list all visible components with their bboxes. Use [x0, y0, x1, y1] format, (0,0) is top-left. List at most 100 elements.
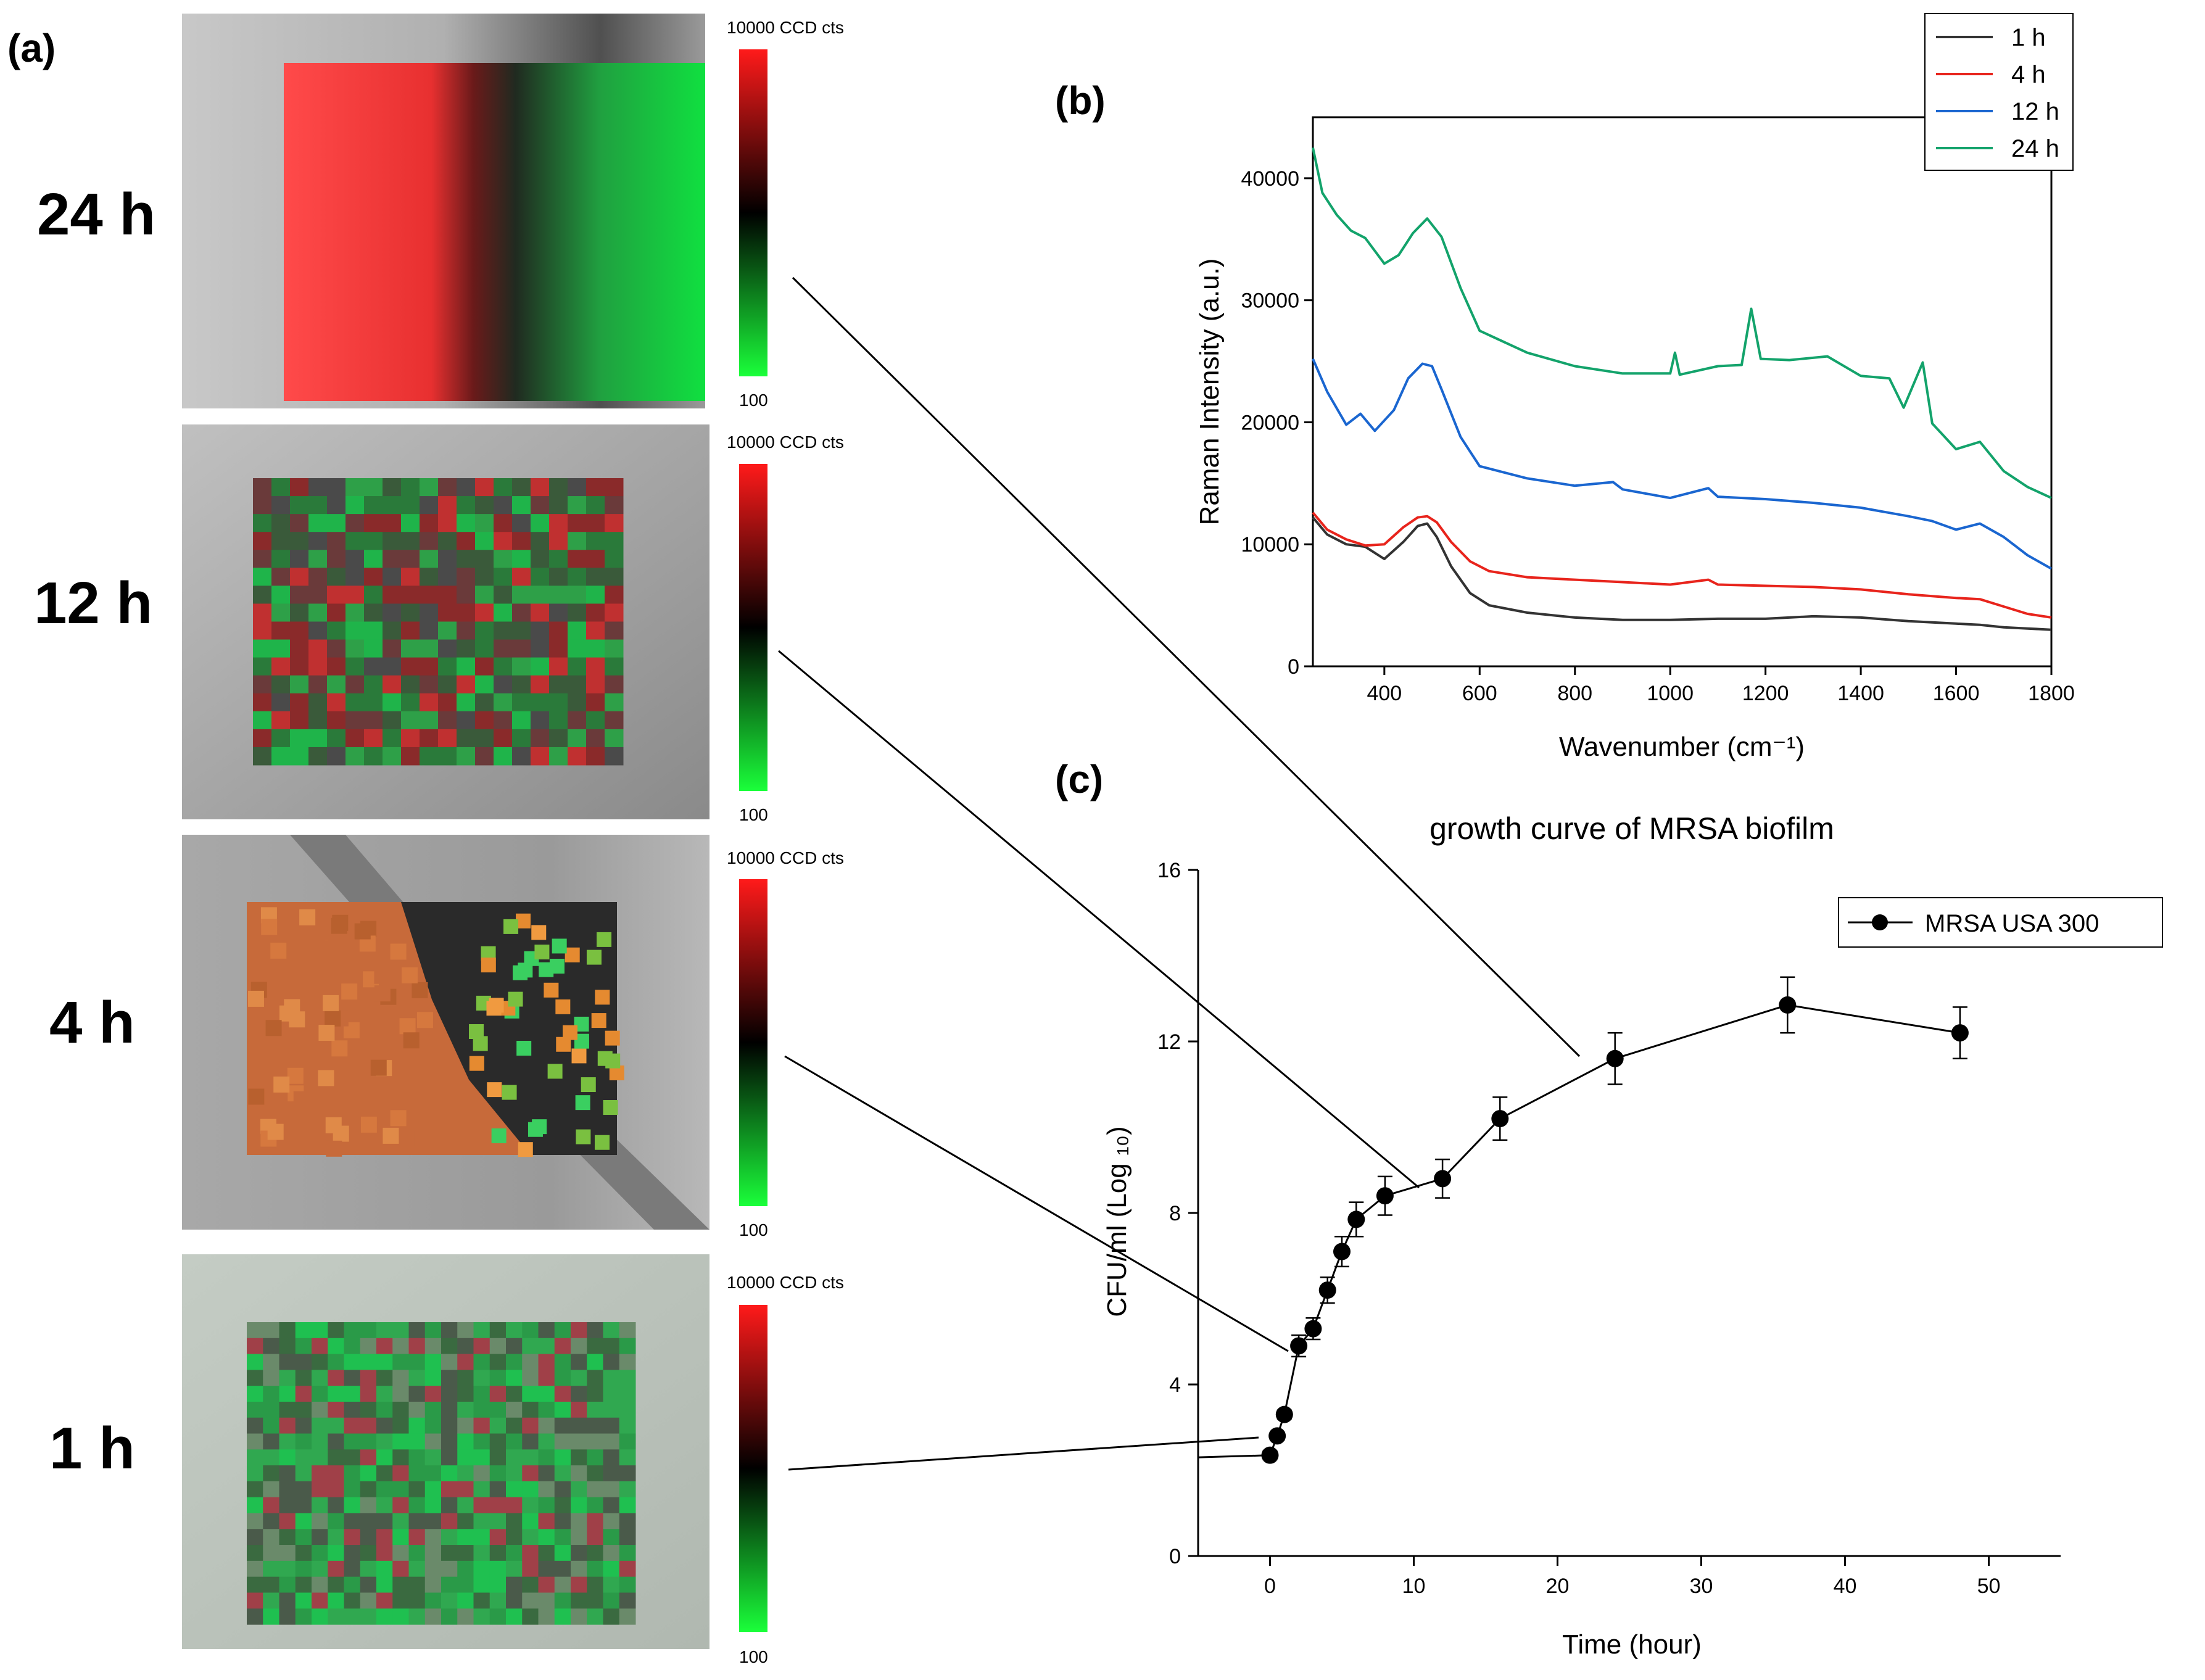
raman-map-1h-tile [587, 1354, 603, 1370]
raman-map-12h-tile [290, 568, 309, 586]
raman-map-1h-tile [312, 1608, 328, 1625]
raman-legend-label: 4 h [2011, 61, 2046, 88]
raman-map-4h-tile [502, 1085, 517, 1100]
raman-map-1h-tile [571, 1417, 587, 1434]
raman-map-12h-tile [531, 603, 550, 622]
raman-map-1h-tile [408, 1322, 426, 1339]
raman-map-12h-tile [568, 532, 587, 550]
raman-x-tick-label: 1600 [1933, 682, 1980, 705]
raman-map-1h-tile [408, 1433, 426, 1450]
raman-map-1h-tile [441, 1529, 458, 1546]
raman-map-1h-tile [344, 1608, 361, 1625]
growth-legend: MRSA USA 300 [1838, 897, 2163, 948]
raman-map-1h-tile [344, 1433, 361, 1450]
raman-spectra-chart: 400 600 800 1000 1200 1400 1600 1800 0 10000 20000… [1194, 13, 2075, 762]
raman-map-1h-tile [506, 1354, 523, 1370]
raman-map-1h-tile [538, 1576, 555, 1593]
growth-legend-label: MRSA USA 300 [1925, 910, 2099, 937]
raman-map-12h-tile [271, 639, 291, 658]
raman-map-1h-tile [571, 1322, 587, 1339]
raman-map-1h-tile [279, 1417, 296, 1434]
raman-map-12h-tile [420, 747, 439, 766]
raman-map-1h-tile [603, 1560, 620, 1578]
raman-map-1h-tile [554, 1386, 571, 1402]
raman-axis-ticks: 400 600 800 1000 1200 1400 1600 1800 0 10000 20000… [1241, 167, 2074, 705]
raman-map-12h-tile [586, 711, 605, 730]
raman-map-12h-tile [512, 693, 531, 712]
raman-map-12h-tile [345, 603, 365, 622]
raman-map-1h-tile [279, 1497, 296, 1513]
raman-map-12h-tile [512, 747, 531, 766]
raman-map-1h-tile [392, 1481, 409, 1498]
growth-point [1333, 1243, 1351, 1260]
raman-map-12h-tile [420, 550, 439, 568]
raman-legend-label: 24 h [2011, 135, 2059, 162]
raman-map-1h-tile [603, 1592, 620, 1609]
raman-map-1h-tile [619, 1338, 636, 1355]
raman-map-12h-tile [420, 586, 439, 604]
raman-map-1h-tile [247, 1576, 263, 1593]
raman-map-1h-tile [392, 1608, 409, 1625]
raman-map-1h-tile [522, 1545, 539, 1562]
raman-map-1h-tile [603, 1545, 620, 1562]
raman-map-12h-tile [494, 711, 513, 730]
raman-map-1h-tile [263, 1401, 279, 1418]
raman-map-1h-tile [376, 1513, 393, 1529]
raman-map-1h-tile [554, 1513, 571, 1529]
raman-map-12h-tile [586, 514, 605, 532]
raman-map-12h-tile [605, 478, 624, 497]
raman-map-1h-tile [587, 1513, 603, 1529]
raman-map-12h-tile [345, 729, 365, 748]
raman-map-1h-tile [295, 1592, 312, 1609]
raman-map-1h-tile [587, 1386, 603, 1402]
raman-map-12h-tile [494, 675, 513, 694]
raman-map-1h-tile [376, 1386, 393, 1402]
raman-map-1h-tile [506, 1560, 523, 1578]
raman-map-1h-tile [506, 1338, 523, 1355]
growth-x-tick-label: 50 [1977, 1574, 2001, 1598]
raman-map-12h-tile [586, 693, 605, 712]
raman-map-12h-tile [290, 747, 309, 766]
raman-map-1h-tile [619, 1417, 636, 1434]
raman-map-12h-tile [549, 729, 568, 748]
raman-map-12h-tile [253, 729, 272, 748]
raman-map-1h-tile [263, 1417, 279, 1434]
raman-map-4h-tile [360, 1116, 377, 1133]
raman-x-tick-label: 1000 [1647, 682, 1694, 705]
growth-baseline [1198, 1454, 1270, 1459]
raman-map-1h-tile [457, 1338, 474, 1355]
raman-map-1h-tile [295, 1465, 312, 1482]
raman-map-12h-tile [531, 478, 550, 497]
raman-map-12h-tile [308, 586, 328, 604]
raman-map-4h-tile [552, 938, 567, 954]
raman-map-12h-tile [271, 621, 291, 640]
raman-map-1h-tile [328, 1497, 344, 1513]
raman-map-12h-tile [438, 621, 457, 640]
raman-map-1h-tile [312, 1529, 328, 1546]
raman-map-1h-tile [295, 1370, 312, 1386]
raman-x-tick-label: 1400 [1837, 682, 1884, 705]
raman-series-12h [1312, 358, 2052, 570]
raman-map-1h-tile [587, 1449, 603, 1466]
raman-map-1h-tile [489, 1338, 507, 1355]
raman-map-12h-tile [271, 478, 291, 497]
raman-map-1h-tile [263, 1386, 279, 1402]
raman-map-1h-tile [328, 1608, 344, 1625]
raman-map-1h-tile [538, 1560, 555, 1578]
raman-map-1h-tile [295, 1608, 312, 1625]
raman-map-12h-tile [253, 532, 272, 550]
raman-map-4h-tile [527, 1122, 543, 1137]
growth-x-tick-label: 0 [1264, 1574, 1276, 1598]
raman-map-1h-tile [328, 1386, 344, 1402]
growth-x-axis-title: Time (hour) [1562, 1629, 1702, 1660]
raman-map-1h-tile [554, 1529, 571, 1546]
raman-map-1h-tile [506, 1433, 523, 1450]
raman-map-1h-tile [344, 1465, 361, 1482]
raman-map-1h-tile [538, 1386, 555, 1402]
raman-map-1h-tile [408, 1386, 426, 1402]
raman-map-12h-tile [586, 657, 605, 676]
raman-map-1h-tile [587, 1401, 603, 1418]
raman-map-12h-tile [438, 693, 457, 712]
raman-map-1h-tile [279, 1529, 296, 1546]
raman-map-1h-tile [587, 1433, 603, 1450]
